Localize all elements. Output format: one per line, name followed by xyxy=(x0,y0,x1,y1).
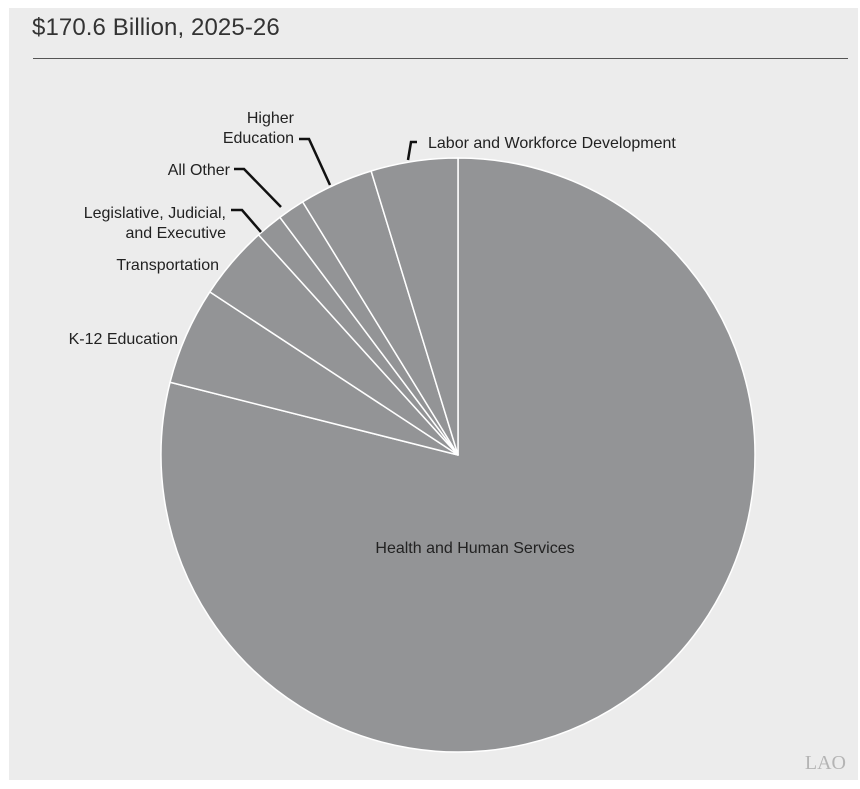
leader-line-higher-education xyxy=(299,137,332,186)
slice-label-labor-and-workforce-development: Labor and Workforce Development xyxy=(428,135,676,152)
pie-slice-health-and-human-services xyxy=(160,157,756,753)
lao-watermark: LAO xyxy=(804,752,846,774)
slice-label-higher-education: Higher Education xyxy=(223,110,295,147)
slice-label-all-other: All Other xyxy=(168,162,231,179)
title-divider xyxy=(33,58,848,59)
slice-label-health-and-human-services: Health and Human Services xyxy=(375,540,574,557)
slice-label-transportation: Transportation xyxy=(116,257,219,274)
leader-line-labor-and-workforce-development xyxy=(406,140,417,161)
leader-line-legislative-judicial-and-executive xyxy=(231,208,262,233)
pie-slice-labor-and-workforce-development xyxy=(370,157,459,456)
slice-label-legislative-judicial-and-executive: Legislative, Judicial, and Executive xyxy=(84,205,226,242)
leader-line-all-other xyxy=(234,167,282,208)
slice-label-k-12-education: K-12 Education xyxy=(69,331,178,348)
chart-title: $170.6 Billion, 2025-26 xyxy=(32,14,280,41)
